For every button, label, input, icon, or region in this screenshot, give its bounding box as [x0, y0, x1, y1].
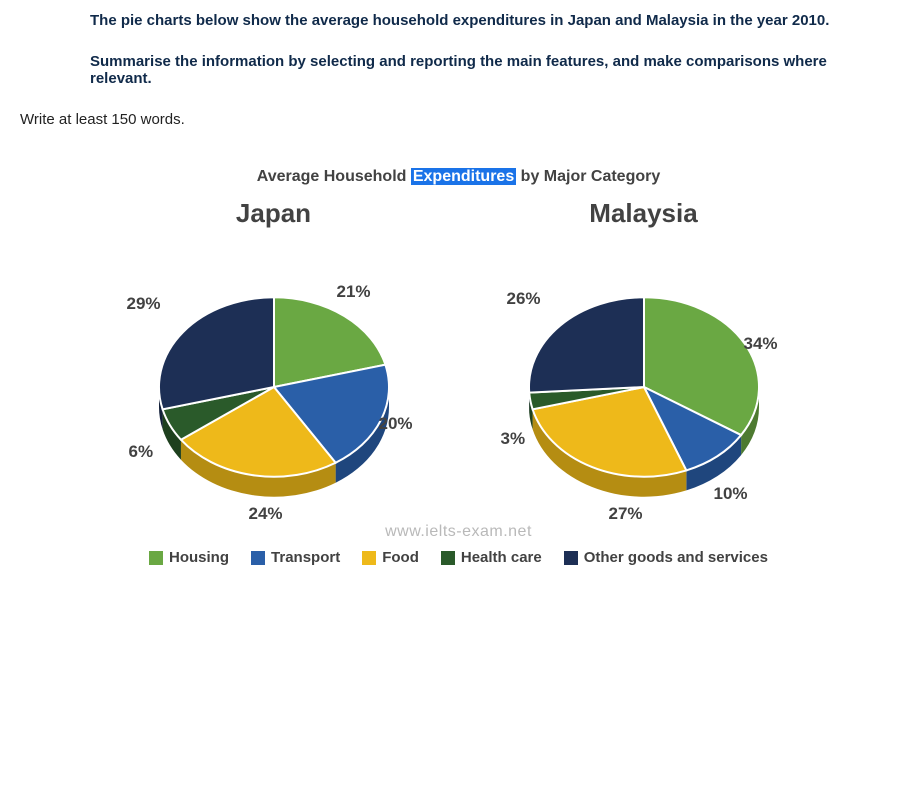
pie-slice — [529, 297, 644, 392]
charts-row: Japan 21% 20% 24% 6% 29% Malaysia 34% 10% 27% 3… — [20, 198, 897, 537]
chart-title-suffix: by Major Category — [516, 168, 660, 185]
slice-label: 21% — [337, 282, 371, 302]
slice-label: 27% — [609, 504, 643, 524]
page-root: The pie charts below show the average ho… — [0, 0, 897, 586]
pie-malaysia-svg — [489, 237, 799, 537]
legend-item: Other goods and services — [564, 549, 768, 566]
slice-label: 10% — [714, 484, 748, 504]
chart-title-highlight: Expenditures — [411, 168, 516, 185]
slice-label: 20% — [379, 414, 413, 434]
slice-label: 24% — [249, 504, 283, 524]
prompt-line-1: The pie charts below show the average ho… — [90, 12, 870, 29]
legend-item: Housing — [149, 549, 229, 566]
legend-label: Transport — [271, 549, 340, 566]
pie-japan-svg — [119, 237, 429, 537]
legend-item: Transport — [251, 549, 340, 566]
word-count-instruction: Write at least 150 words. — [20, 111, 897, 128]
legend-swatch — [564, 551, 578, 565]
slice-label: 34% — [744, 334, 778, 354]
legend-label: Health care — [461, 549, 542, 566]
pie-malaysia: Malaysia 34% 10% 27% 3% 26% — [489, 198, 799, 537]
legend-swatch — [362, 551, 376, 565]
chart-title: Average Household Expenditures by Major … — [20, 168, 897, 186]
legend-label: Other goods and services — [584, 549, 768, 566]
slice-label: 26% — [507, 289, 541, 309]
slice-label: 6% — [129, 442, 154, 462]
pie-japan-title: Japan — [119, 198, 429, 229]
chart-title-prefix: Average Household — [257, 168, 411, 185]
legend-label: Housing — [169, 549, 229, 566]
slice-label: 3% — [501, 429, 526, 449]
legend: Housing Transport Food Health care Other goo… — [20, 549, 897, 566]
legend-item: Health care — [441, 549, 542, 566]
prompt-line-2: Summarise the information by selecting a… — [90, 53, 870, 87]
legend-item: Food — [362, 549, 419, 566]
legend-swatch — [441, 551, 455, 565]
pie-malaysia-title: Malaysia — [489, 198, 799, 229]
task-prompt: The pie charts below show the average ho… — [90, 12, 870, 87]
legend-swatch — [149, 551, 163, 565]
legend-label: Food — [382, 549, 419, 566]
slice-label: 29% — [127, 294, 161, 314]
legend-swatch — [251, 551, 265, 565]
pie-japan: Japan 21% 20% 24% 6% 29% — [119, 198, 429, 537]
